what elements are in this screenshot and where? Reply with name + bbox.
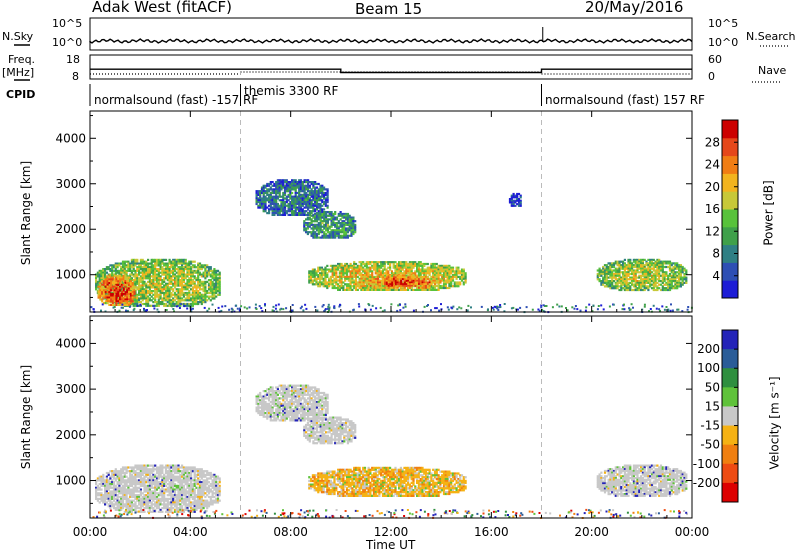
cpid-segment-1: normalsound (fast) -157 RF — [94, 93, 259, 107]
velocity-colorbar-swatch — [722, 330, 738, 350]
power-colorbar-swatch — [722, 244, 738, 263]
velocity-ytick-label: 4000 — [55, 336, 86, 350]
velocity-colorbar-swatch — [722, 463, 738, 484]
power-ytick-label: 4000 — [55, 131, 86, 145]
velocity-colorbar-tick-label: 200 — [697, 342, 720, 356]
velocity-colorbar-swatch — [722, 482, 738, 503]
nave-tick-bottom: 0 — [708, 70, 715, 83]
velocity-colorbar-tick-label: -50 — [700, 438, 720, 452]
cpid-segment-3: normalsound (fast) 157 RF — [545, 93, 705, 107]
power-colorbar-swatch — [722, 173, 738, 192]
radar-title: Adak West (fitACF) — [92, 0, 232, 16]
velocity-colorbar-frame — [721, 329, 739, 503]
power-colorbar-tick-label: 24 — [705, 158, 720, 172]
cpid-label: CPID — [6, 88, 36, 101]
freq-tick-bottom: 8 — [72, 70, 79, 83]
power-ytick-label: 1000 — [55, 268, 86, 282]
velocity-colorbar-swatch — [722, 406, 738, 427]
power-colorbar-tick-label: 12 — [705, 224, 720, 238]
freq-tick-top: 18 — [66, 53, 80, 66]
xtick-label: 04:00 — [173, 525, 208, 539]
power-colorbar-swatch — [722, 209, 738, 228]
power-colorbar-swatch — [722, 137, 738, 157]
nsky-panel-frame — [89, 17, 693, 51]
velocity-colorbar-swatch — [722, 425, 738, 446]
freq-series-line — [90, 68, 692, 74]
nsky-tick-top: 10^5 — [52, 17, 83, 30]
velocity-colorbar-swatch — [722, 349, 738, 369]
power-colorbar-tick-label: 20 — [705, 180, 720, 194]
velocity-colorbar-tick-label: -100 — [693, 457, 720, 471]
freq-unit-label: [MHz] — [2, 66, 35, 79]
velocity-ytick-label: 1000 — [55, 474, 86, 488]
velocity-ytick-label: 2000 — [55, 428, 86, 442]
freq-panel-frame — [89, 54, 693, 80]
velocity-colorbar-tick-label: 50 — [705, 380, 720, 394]
beam-title: Beam 15 — [355, 0, 423, 18]
velocity-colorbar-tick-label: 100 — [697, 361, 720, 375]
freq-label: Freq. — [8, 53, 36, 66]
velocity-colorbar-tick-label: -15 — [700, 419, 720, 433]
nsearch-label: N.Search — [746, 30, 796, 43]
nave-label: Nave — [758, 64, 787, 77]
power-ytick-label: 2000 — [55, 222, 86, 236]
velocity-colorbar-tick-label: 15 — [705, 399, 720, 413]
xtick-label: 12:00 — [374, 525, 409, 539]
power-ytick-label: 3000 — [55, 177, 86, 191]
date-title: 20/May/2016 — [585, 0, 684, 16]
power-colorbar-swatch — [722, 262, 738, 281]
power-colorbar-swatch — [722, 120, 738, 139]
xtick-label: 20:00 — [574, 525, 609, 539]
nsearch-tick-bottom: 10^0 — [708, 36, 739, 49]
cpid-segment-2: themis 3300 RF — [244, 84, 339, 98]
xtick-label: 08:00 — [273, 525, 308, 539]
velocity-ytick-label: 3000 — [55, 382, 86, 396]
power-colorbar-swatch — [722, 226, 738, 246]
velocity-colorbar-tick-label: -200 — [693, 476, 720, 490]
nave-tick-top: 60 — [708, 53, 722, 66]
xtick-label: 00:00 — [73, 525, 108, 539]
xaxis-label: Time UT — [366, 538, 416, 552]
power-colorbar-tick-label: 8 — [712, 247, 720, 261]
power-colorbar-tick-label: 4 — [712, 269, 720, 283]
nsky-tick-bottom: 10^0 — [52, 36, 83, 49]
power-colorbar-swatch — [722, 155, 738, 174]
power-colorbar-tick-label: 16 — [705, 202, 720, 216]
power-colorbar-tick-label: 28 — [705, 135, 720, 149]
nsky-series-line — [89, 38, 693, 44]
velocity-colorbar-swatch — [722, 387, 738, 407]
power-colorbar-swatch — [722, 280, 738, 299]
velocity-colorbar-swatch — [722, 368, 738, 388]
velocity-colorbar-swatch — [722, 444, 738, 465]
nsky-label: N.Sky — [2, 30, 34, 43]
velocity-echo-map — [92, 384, 688, 520]
nsearch-tick-top: 10^5 — [708, 17, 739, 30]
power-colorbar-swatch — [722, 191, 738, 210]
xtick-label: 00:00 — [675, 525, 710, 539]
xtick-label: 16:00 — [474, 525, 509, 539]
